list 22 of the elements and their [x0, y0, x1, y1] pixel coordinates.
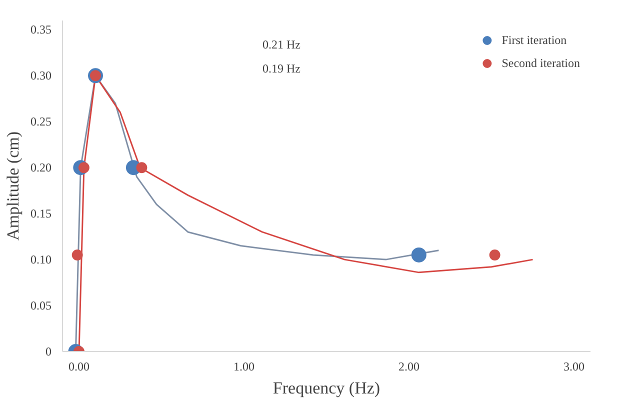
annotation: 0.19 Hz — [262, 62, 300, 76]
point — [136, 162, 148, 174]
y-tick-label: 0.15 — [30, 206, 52, 221]
y-tick-label: 0.35 — [30, 22, 52, 37]
point — [72, 249, 83, 260]
y-tick-label: 0 — [46, 344, 52, 358]
y-tick-label: 0.30 — [30, 68, 52, 83]
x-tick-label: 3.00 — [564, 360, 584, 374]
point — [489, 249, 500, 260]
x-tick-label: 1.00 — [234, 360, 254, 374]
x-tick-label: 0.00 — [68, 360, 90, 374]
x-tick-label: 2.00 — [398, 360, 420, 374]
legend-label: Second iteration — [502, 56, 580, 70]
y-axis-title: Amplitude (cm) — [4, 131, 22, 241]
y-tick-label: 0.25 — [30, 114, 52, 129]
legend-label: First iteration — [502, 32, 567, 48]
y-tick-label: 0.20 — [30, 160, 52, 175]
x-axis-title: Frequency (Hz) — [272, 378, 380, 398]
point — [411, 247, 426, 262]
annotation: 0.21 Hz — [262, 38, 300, 52]
y-tick-label: 0.05 — [30, 298, 52, 313]
y-tick-label: 0.10 — [30, 252, 52, 267]
